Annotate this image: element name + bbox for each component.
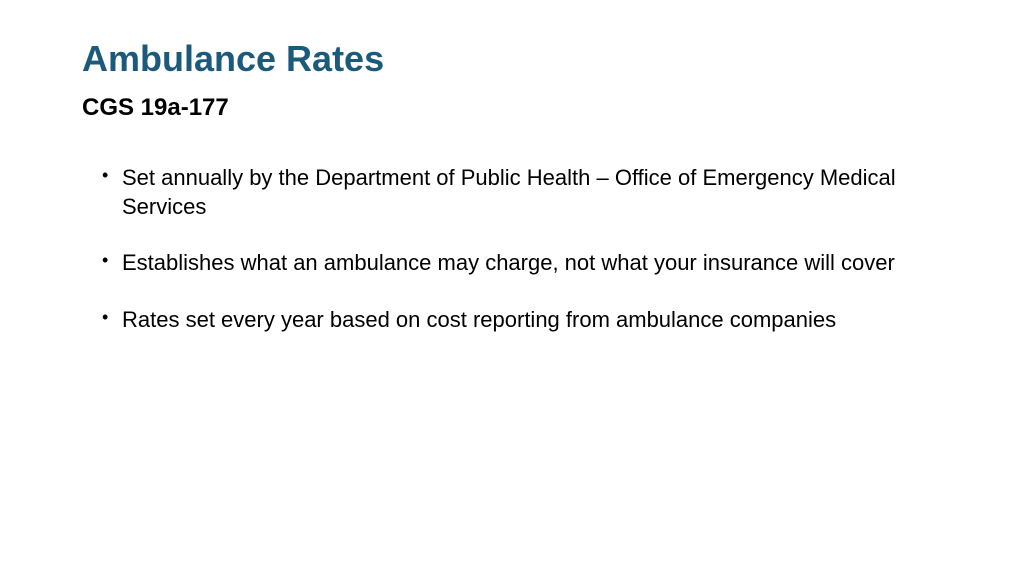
list-item: Set annually by the Department of Public… [102,164,942,221]
list-item: Establishes what an ambulance may charge… [102,249,942,278]
slide-title: Ambulance Rates [82,38,942,80]
bullet-list: Set annually by the Department of Public… [82,164,942,334]
slide-subtitle: CGS 19a-177 [82,94,942,122]
list-item: Rates set every year based on cost repor… [102,306,942,335]
